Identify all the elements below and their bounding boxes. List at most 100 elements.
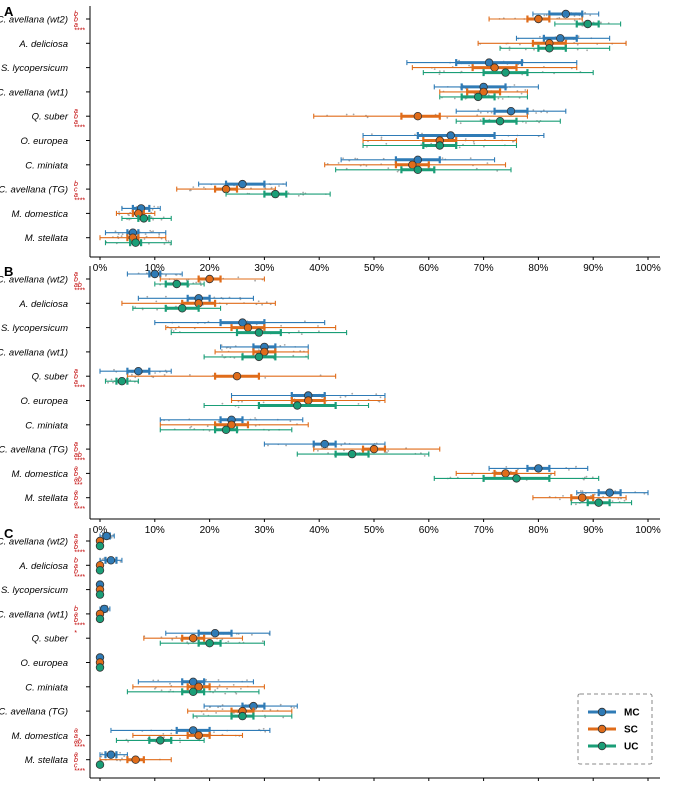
raw-point bbox=[237, 276, 240, 279]
raw-point bbox=[366, 146, 368, 148]
raw-point bbox=[165, 239, 168, 242]
raw-point bbox=[169, 689, 172, 691]
raw-point bbox=[525, 122, 527, 124]
raw-point bbox=[543, 14, 546, 17]
raw-point bbox=[289, 420, 292, 423]
panel-C: C 0% 10% 20% 30% 40% 50% 60% 70% 80% 90% 100% C. ave… bbox=[0, 526, 661, 785]
mean-point-UC bbox=[512, 474, 521, 483]
raw-point bbox=[189, 426, 192, 429]
raw-point bbox=[292, 354, 295, 357]
significance-letter: **** bbox=[74, 198, 85, 205]
raw-point bbox=[508, 46, 511, 49]
raw-point bbox=[157, 679, 160, 682]
raw-point bbox=[617, 498, 620, 500]
raw-point bbox=[387, 167, 390, 170]
raw-point bbox=[568, 469, 570, 471]
raw-point bbox=[354, 157, 357, 160]
raw-point bbox=[476, 114, 479, 116]
raw-point bbox=[131, 373, 133, 376]
raw-point bbox=[264, 377, 267, 379]
raw-point bbox=[458, 146, 461, 149]
mean-point-SC bbox=[578, 493, 587, 502]
raw-point bbox=[110, 536, 113, 539]
x-tick-label: 10% bbox=[145, 263, 165, 274]
significance-letter: a bbox=[74, 501, 78, 508]
raw-point bbox=[352, 113, 355, 116]
raw-point bbox=[264, 730, 267, 733]
raw-point bbox=[221, 402, 224, 405]
raw-point bbox=[584, 11, 586, 14]
x-tick-label: 30% bbox=[254, 525, 274, 536]
significance-letter: a bbox=[74, 533, 78, 540]
raw-point bbox=[151, 208, 154, 211]
raw-point bbox=[215, 712, 218, 714]
category-label: O. europea bbox=[20, 136, 68, 147]
raw-point bbox=[202, 713, 205, 715]
raw-point bbox=[262, 727, 265, 730]
raw-point bbox=[458, 59, 460, 62]
raw-point bbox=[221, 638, 224, 641]
raw-point bbox=[591, 476, 594, 479]
raw-point bbox=[472, 140, 475, 143]
raw-point bbox=[344, 442, 346, 444]
raw-point bbox=[206, 425, 209, 428]
significance-letter: a bbox=[74, 727, 78, 734]
raw-point bbox=[433, 68, 436, 70]
significance-letter: b bbox=[74, 277, 78, 284]
significance-letter: b bbox=[74, 606, 78, 613]
x-tick-label: 0% bbox=[93, 525, 108, 536]
raw-point bbox=[524, 89, 527, 91]
panel-B: B 0% 10% 20% 30% 40% 50% 60% 70% 80% 90% 100% C. ave… bbox=[0, 264, 661, 536]
raw-point bbox=[280, 324, 282, 327]
raw-point bbox=[262, 401, 265, 404]
mean-point-MC bbox=[102, 531, 111, 541]
raw-point bbox=[282, 716, 285, 719]
raw-point bbox=[532, 109, 535, 111]
raw-point bbox=[114, 230, 117, 233]
mean-point-MC bbox=[605, 488, 614, 497]
mean-point-UC bbox=[221, 425, 231, 434]
raw-point bbox=[119, 751, 121, 754]
mean-point-MC bbox=[556, 34, 565, 43]
raw-point bbox=[221, 704, 224, 706]
x-tick-label: 80% bbox=[528, 263, 548, 274]
raw-point bbox=[327, 452, 329, 454]
raw-point bbox=[134, 306, 137, 309]
raw-point bbox=[533, 48, 535, 51]
panel-letter: B bbox=[4, 264, 13, 279]
category-label: S. lycopersicum bbox=[1, 585, 68, 596]
raw-point bbox=[237, 406, 240, 409]
raw-point bbox=[174, 328, 177, 330]
x-tick-label: 20% bbox=[200, 263, 220, 274]
mean-point-MC bbox=[106, 556, 116, 565]
raw-point bbox=[190, 425, 193, 428]
raw-point bbox=[586, 49, 588, 52]
mean-point-SC bbox=[501, 469, 510, 478]
significance-letter: a bbox=[74, 465, 78, 472]
raw-point bbox=[343, 449, 345, 452]
x-tick-label: 60% bbox=[419, 263, 439, 274]
raw-point bbox=[257, 300, 260, 303]
raw-point bbox=[217, 706, 220, 709]
significance-letter: b bbox=[74, 757, 78, 764]
raw-point bbox=[254, 417, 256, 419]
raw-point bbox=[127, 213, 130, 216]
raw-point bbox=[535, 112, 537, 114]
mean-point-UC bbox=[495, 116, 505, 126]
raw-point bbox=[112, 534, 115, 536]
raw-point bbox=[590, 494, 592, 497]
panel-letter: A bbox=[4, 4, 14, 19]
raw-point bbox=[213, 731, 215, 733]
raw-point bbox=[121, 757, 123, 760]
raw-point bbox=[581, 490, 584, 493]
significance-letter: **** bbox=[74, 458, 85, 465]
category-label: A. deliciosa bbox=[18, 561, 68, 572]
significance-letter: a bbox=[74, 539, 78, 546]
raw-point bbox=[384, 451, 387, 454]
raw-point bbox=[340, 444, 343, 447]
significance-letter: b bbox=[74, 617, 78, 624]
raw-point bbox=[144, 233, 147, 236]
x-tick-label: 70% bbox=[474, 525, 494, 536]
raw-point bbox=[246, 679, 248, 681]
raw-point bbox=[167, 240, 170, 243]
